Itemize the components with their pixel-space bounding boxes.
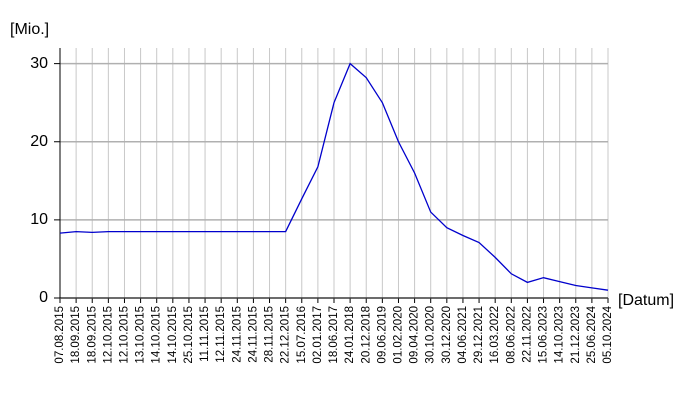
x-tick-label: 24.01.2018 (344, 306, 356, 364)
x-tick-label: 11.11.2015 (199, 306, 211, 362)
x-tick-label: 09.06.2019 (376, 306, 388, 364)
y-tick-label: 20 (30, 133, 48, 150)
x-tick-label: 09.04.2020 (409, 306, 421, 364)
x-tick-label: 14.10.2023 (554, 306, 566, 364)
x-tick-label: 18.06.2017 (328, 306, 340, 364)
y-tick-label: 30 (30, 55, 48, 72)
x-axis-label: [Datum] (618, 292, 674, 309)
x-tick-label: 30.12.2020 (441, 306, 453, 364)
x-tick-label: 21.12.2023 (570, 306, 582, 364)
x-tick-label: 01.02.2020 (393, 306, 405, 364)
y-tick-label: 10 (30, 211, 48, 228)
x-tick-label: 22.12.2015 (280, 306, 292, 364)
x-tick-label: 24.11.2015 (231, 306, 243, 363)
x-tick-label: 08.06.2022 (505, 306, 517, 364)
x-tick-label: 12.10.2015 (102, 306, 114, 364)
x-tick-label: 18.09.2015 (86, 306, 98, 364)
x-tick-label: 14.10.2015 (151, 306, 163, 364)
x-tick-label: 05.10.2024 (602, 305, 614, 363)
x-tick-label: 22.11.2022 (521, 306, 533, 363)
x-tick-label: 30.10.2020 (425, 306, 437, 364)
x-tick-label: 25.10.2015 (183, 306, 195, 364)
x-tick-label: 14.10.2015 (167, 306, 179, 364)
x-tick-label: 04.06.2021 (457, 306, 469, 364)
x-tick-label: 13.10.2015 (135, 306, 147, 364)
x-tick-label: 07.08.2015 (54, 306, 66, 364)
x-tick-label: 18.09.2015 (70, 306, 82, 364)
y-tick-label: 0 (39, 289, 48, 306)
data-line (59, 62, 609, 291)
x-tick-label: 12.10.2015 (119, 306, 131, 364)
x-tick-label: 29.12.2021 (473, 306, 485, 364)
x-tick-label: 25.06.2024 (586, 305, 598, 363)
x-tick-label: 15.06.2023 (538, 306, 550, 364)
x-tick-label: 15.07.2016 (296, 306, 308, 364)
x-tick-label: 24.11.2015 (247, 306, 259, 363)
x-tick-label: 02.01.2017 (312, 306, 324, 364)
x-tick-label: 28.11.2015 (264, 306, 276, 363)
x-tick-label: 16.03.2022 (489, 306, 501, 364)
x-tick-label: 20.12.2018 (360, 306, 372, 364)
y-axis-label: [Mio.] (10, 21, 49, 38)
x-tick-label: 12.11.2015 (215, 306, 227, 363)
